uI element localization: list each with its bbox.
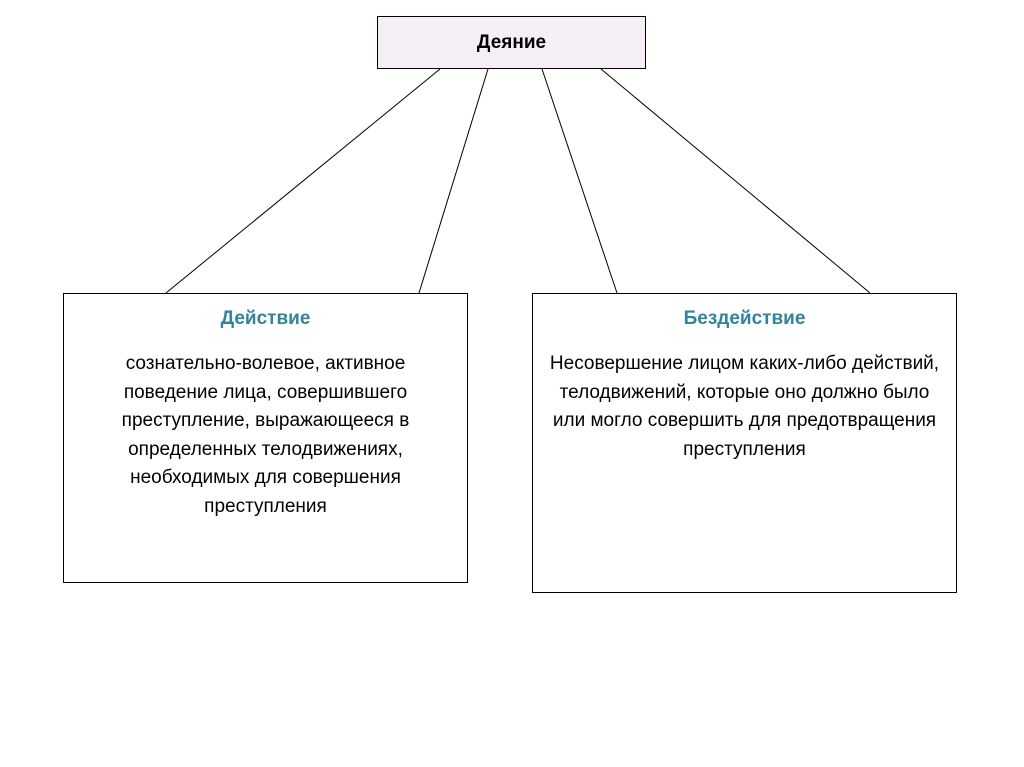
child-body-inaction: Несовершение лицом каких-либо действий, … <box>545 350 944 464</box>
child-node-inaction: Бездействие Несовершение лицом каких-либ… <box>532 293 957 593</box>
child-node-action: Действие сознательно-волевое, активное п… <box>63 293 468 583</box>
root-node: Деяние <box>377 16 646 69</box>
child-body-action: сознательно-волевое, активное поведение … <box>76 350 455 521</box>
root-label: Деяние <box>477 32 546 54</box>
child-title-action: Действие <box>76 308 455 330</box>
child-title-inaction: Бездействие <box>545 308 944 330</box>
